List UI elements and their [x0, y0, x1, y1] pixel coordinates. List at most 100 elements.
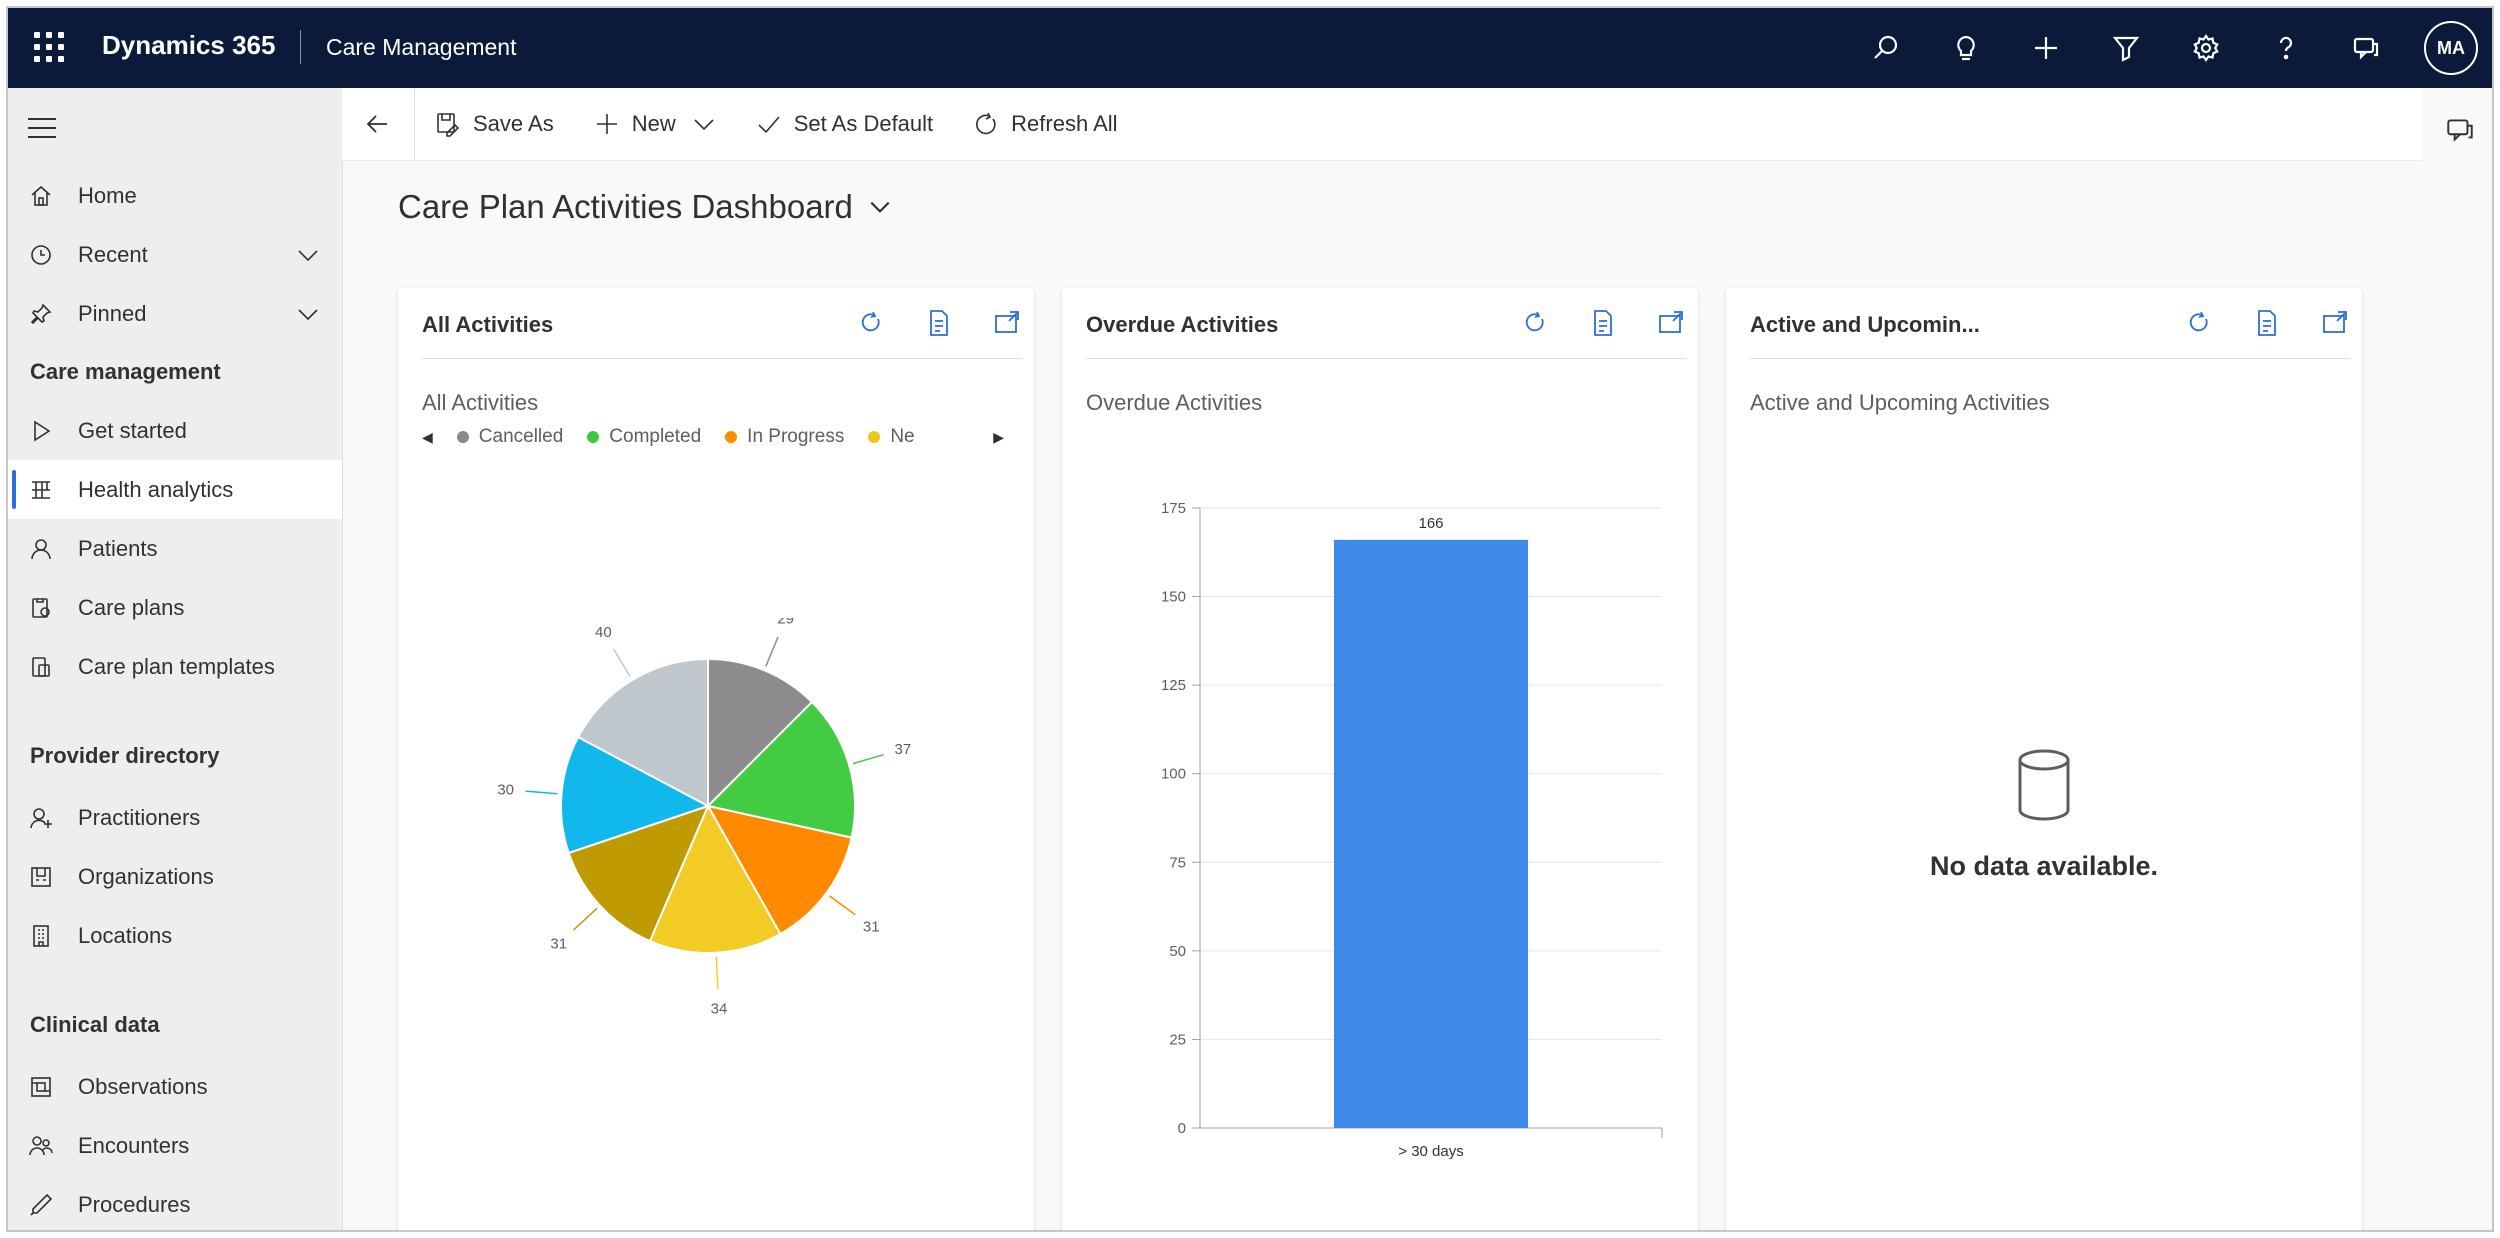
pie-leader-line	[765, 636, 779, 667]
view-records-icon[interactable]	[924, 308, 954, 338]
legend-item[interactable]: Cancelled	[456, 426, 564, 448]
y-tick-label: 50	[1169, 943, 1186, 960]
organization-icon	[28, 864, 54, 890]
practitioner-icon	[28, 805, 54, 831]
pie-data-label: 30	[497, 782, 514, 799]
set-as-default-button[interactable]: Set As Default	[756, 88, 933, 160]
refresh-all-label: Refresh All	[1011, 111, 1118, 136]
top-bar: Dynamics 365 Care Management	[8, 8, 2492, 88]
chevron-down-icon[interactable]	[692, 112, 716, 136]
legend-label: In Progress	[747, 426, 845, 447]
sidebar-item-label: Organizations	[78, 863, 214, 889]
help-icon[interactable]	[2246, 8, 2326, 88]
y-tick-label: 125	[1161, 677, 1186, 694]
sidebar-item-label: Home	[78, 182, 137, 208]
plus-icon[interactable]	[2006, 8, 2086, 88]
nav-group-care-management: Care management	[30, 359, 221, 384]
expand-icon[interactable]	[992, 308, 1022, 338]
new-button[interactable]: New	[594, 88, 716, 160]
card-tools	[818, 308, 1022, 338]
app-name[interactable]: Care Management	[326, 34, 517, 60]
pie-slice[interactable]	[707, 657, 814, 809]
view-records-icon[interactable]	[1588, 308, 1618, 338]
refresh-icon[interactable]	[2184, 308, 2214, 338]
filter-icon[interactable]	[2086, 8, 2166, 88]
view-records-icon[interactable]	[2252, 308, 2282, 338]
sidebar-item-label: Pinned	[78, 300, 147, 326]
bar-data-label: 166	[1418, 515, 1443, 532]
sidebar-item-get-started[interactable]: Get started	[8, 401, 342, 460]
avatar[interactable]: MA	[2424, 21, 2478, 75]
sidebar-item-label: Care plans	[78, 594, 185, 620]
template-icon	[28, 654, 54, 680]
y-tick-label: 150	[1161, 589, 1186, 606]
refresh-all-button[interactable]: Refresh All	[973, 88, 1118, 160]
pie-slice[interactable]	[706, 804, 853, 936]
pie-leader-line	[613, 648, 631, 678]
legend-prev-arrow[interactable]: ◀	[422, 428, 433, 445]
sidebar-item-label: Encounters	[78, 1132, 190, 1158]
dashboard-title-selector[interactable]: Care Plan Activities Dashboard	[398, 188, 893, 226]
sidebar-nav: Home Recent Pinned Care management Get s…	[8, 166, 342, 1230]
legend-item[interactable]: Ne	[868, 426, 915, 448]
pie-slice[interactable]	[576, 657, 709, 808]
expand-icon[interactable]	[2320, 308, 2350, 338]
sidebar-item-label: Recent	[78, 241, 148, 267]
gear-icon[interactable]	[2166, 8, 2246, 88]
pie-slice[interactable]	[706, 700, 856, 839]
bar-chart: 0 25 50 75 100 125 150 175 166 > 30 days	[1161, 500, 1663, 1160]
chart-subtitle: All Activities	[422, 390, 539, 415]
sidebar-item-locations[interactable]: Locations	[8, 906, 342, 965]
sidebar-item-home[interactable]: Home	[8, 166, 342, 225]
legend-next-arrow[interactable]: ▶	[993, 428, 1004, 445]
expand-icon[interactable]	[1656, 308, 1686, 338]
sidebar-item-organizations[interactable]: Organizations	[8, 847, 342, 906]
chevron-down-icon[interactable]	[296, 302, 320, 326]
legend-label: Completed	[609, 426, 702, 447]
back-arrow-icon[interactable]	[342, 88, 415, 160]
legend-item[interactable]: Completed	[587, 426, 701, 448]
sidebar-item-recent[interactable]: Recent	[8, 225, 342, 284]
bar[interactable]	[1333, 539, 1529, 1128]
person-icon	[28, 536, 54, 562]
card-title: All Activities	[422, 312, 554, 337]
legend-label: Cancelled	[478, 426, 564, 447]
chat-icon[interactable]	[2326, 8, 2406, 88]
pie-slice[interactable]	[560, 735, 711, 855]
sidebar-item-encounters[interactable]: Encounters	[8, 1116, 342, 1175]
sidebar-item-pinned[interactable]: Pinned	[8, 284, 342, 343]
checkmark-icon	[758, 116, 780, 134]
sidebar-item-practitioners[interactable]: Practitioners	[8, 788, 342, 847]
sidebar-item-care-plan-templates[interactable]: Care plan templates	[8, 637, 342, 696]
sidebar-item-health-analytics[interactable]: Health analytics	[8, 460, 342, 519]
chevron-down-icon[interactable]	[296, 243, 320, 267]
pie-slice[interactable]	[648, 803, 782, 954]
refresh-icon[interactable]	[856, 308, 886, 338]
chat-icon[interactable]	[2444, 114, 2476, 146]
pie-data-label: 40	[595, 624, 612, 641]
encounter-icon	[28, 1133, 54, 1159]
lightbulb-icon[interactable]	[1926, 8, 2006, 88]
pie-leader-line	[572, 907, 598, 931]
sidebar-item-patients[interactable]: Patients	[8, 519, 342, 578]
set-as-default-label: Set As Default	[793, 111, 934, 136]
y-tick-label: 25	[1169, 1031, 1186, 1048]
app-launcher-icon[interactable]	[34, 32, 64, 62]
search-icon[interactable]	[1846, 8, 1926, 88]
refresh-icon[interactable]	[1520, 308, 1550, 338]
sidebar-item-label: Practitioners	[78, 804, 201, 830]
chevron-down-icon	[870, 201, 890, 213]
pie-slice[interactable]	[567, 804, 710, 943]
hamburger-menu-icon[interactable]	[28, 118, 56, 145]
sidebar-item-care-plans[interactable]: Care plans	[8, 578, 342, 637]
pie-data-label: 37	[895, 741, 912, 758]
sidebar-item-procedures[interactable]: Procedures	[8, 1175, 342, 1230]
legend-item[interactable]: In Progress	[725, 426, 844, 448]
sidebar-item-observations[interactable]: Observations	[8, 1057, 342, 1116]
save-as-button[interactable]: Save As	[435, 88, 554, 160]
legend-swatch	[868, 431, 881, 443]
no-data-text: No data available.	[1929, 851, 2159, 881]
brand-title[interactable]: Dynamics 365	[102, 30, 276, 60]
y-tick-label: 0	[1178, 1120, 1186, 1137]
command-bar: Save As New Set As Default Refresh All	[342, 88, 2422, 161]
